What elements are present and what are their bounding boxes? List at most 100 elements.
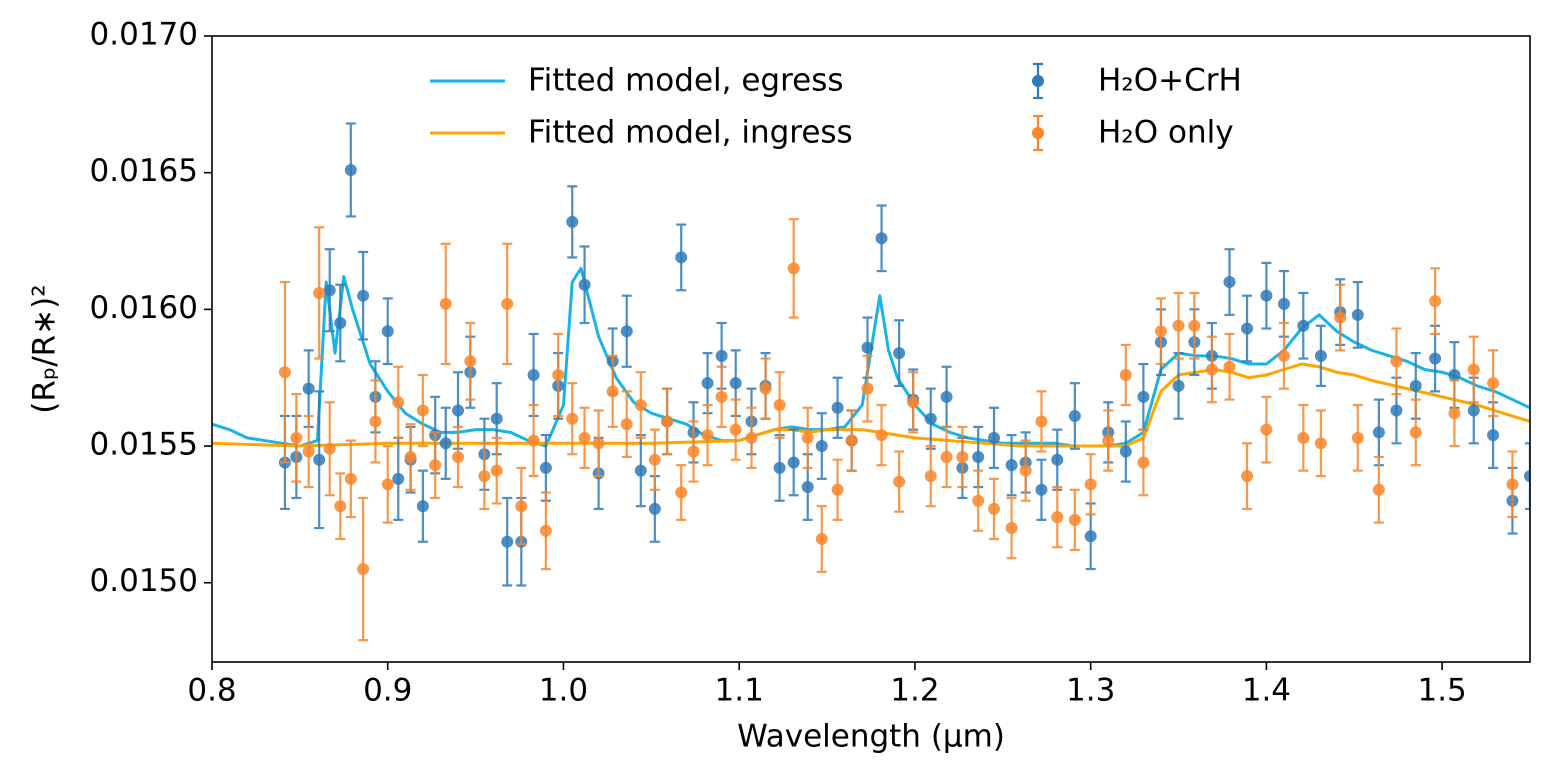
data-point	[478, 470, 491, 483]
data-point	[729, 423, 742, 436]
plot-area	[212, 122, 1530, 642]
data-point	[1487, 429, 1500, 442]
data-point	[1084, 530, 1097, 543]
y-tick-label: 0.0155	[90, 427, 198, 463]
data-point	[1277, 297, 1290, 310]
data-point	[1467, 363, 1480, 376]
data-point	[1334, 311, 1347, 324]
data-point	[1137, 456, 1150, 469]
data-point	[1205, 363, 1218, 376]
data-point	[1005, 522, 1018, 535]
data-point	[1524, 470, 1530, 483]
data-point	[404, 450, 417, 463]
data-point	[875, 232, 888, 245]
data-point	[416, 404, 429, 417]
data-point	[527, 368, 540, 381]
data-point	[972, 494, 985, 507]
data-point	[815, 440, 828, 453]
data-point	[773, 399, 786, 412]
data-point	[302, 382, 315, 395]
axes-frame	[211, 35, 1531, 663]
data-point	[1068, 409, 1081, 422]
data-point	[1035, 415, 1048, 428]
data-point	[527, 434, 540, 447]
data-point	[956, 450, 969, 463]
data-point	[634, 399, 647, 412]
data-point	[1314, 349, 1327, 362]
data-point	[988, 502, 1001, 515]
data-point	[1172, 319, 1185, 332]
data-point	[592, 437, 605, 450]
data-point	[501, 535, 514, 548]
legend-swatch-dot	[1032, 127, 1044, 139]
data-point	[759, 382, 772, 395]
data-point	[715, 390, 728, 403]
data-point	[1429, 295, 1442, 308]
data-point	[452, 450, 465, 463]
data-point	[620, 325, 633, 338]
data-point	[515, 500, 528, 513]
data-point	[1019, 464, 1032, 477]
data-point	[566, 215, 579, 228]
data-point	[1260, 423, 1273, 436]
x-tick-label: 1.0	[539, 673, 588, 709]
data-point	[344, 163, 357, 176]
data-point	[634, 464, 647, 477]
data-point	[1351, 308, 1364, 321]
legend-label: Fitted model, ingress	[528, 115, 853, 151]
data-point	[675, 486, 688, 499]
data-point	[1277, 349, 1290, 362]
data-point	[334, 317, 347, 330]
data-point	[1297, 431, 1310, 444]
data-point	[381, 478, 394, 491]
y-tick-label: 0.0165	[90, 153, 198, 189]
data-point	[1314, 437, 1327, 450]
legend-label: Fitted model, egress	[528, 63, 844, 99]
data-point	[606, 385, 619, 398]
data-point	[745, 431, 758, 444]
data-point	[701, 377, 714, 390]
x-tick-label: 1.5	[1417, 673, 1466, 709]
data-point	[429, 459, 442, 472]
data-point	[893, 475, 906, 488]
data-point	[715, 349, 728, 362]
data-point	[357, 289, 370, 302]
data-point	[861, 382, 874, 395]
data-point	[1260, 289, 1273, 302]
x-tick-label: 1.2	[890, 673, 939, 709]
data-point	[687, 445, 700, 458]
data-point	[1487, 377, 1500, 390]
data-point	[729, 377, 742, 390]
data-point	[1119, 368, 1132, 381]
data-point	[648, 502, 661, 515]
y-tick-label: 0.0150	[90, 563, 198, 599]
data-point	[381, 325, 394, 338]
legend-swatch-dot	[1032, 75, 1044, 87]
data-point	[1448, 407, 1461, 420]
data-point	[278, 366, 291, 379]
error-bar	[1525, 442, 1530, 511]
data-point	[1068, 513, 1081, 526]
data-point	[578, 278, 591, 291]
y-axis-label: (Rₚ/R∗)²	[27, 284, 63, 413]
data-point	[302, 445, 315, 458]
x-tick-label: 1.4	[1242, 673, 1291, 709]
data-point	[1467, 404, 1480, 417]
x-axis-label: Wavelength (μm)	[737, 719, 1005, 755]
data-point	[539, 524, 552, 537]
x-tick-label: 1.1	[715, 673, 764, 709]
data-point	[815, 532, 828, 545]
data-point	[1390, 404, 1403, 417]
data-point	[675, 251, 688, 264]
data-point	[439, 437, 452, 450]
data-point	[1297, 319, 1310, 332]
data-point	[701, 429, 714, 442]
legend: Fitted model, egress Fitted model, ingres…	[430, 63, 1242, 152]
data-point	[490, 412, 503, 425]
data-point	[661, 415, 674, 428]
data-point	[620, 418, 633, 431]
data-point	[313, 453, 326, 466]
data-point	[1351, 431, 1364, 444]
data-point	[439, 297, 452, 310]
